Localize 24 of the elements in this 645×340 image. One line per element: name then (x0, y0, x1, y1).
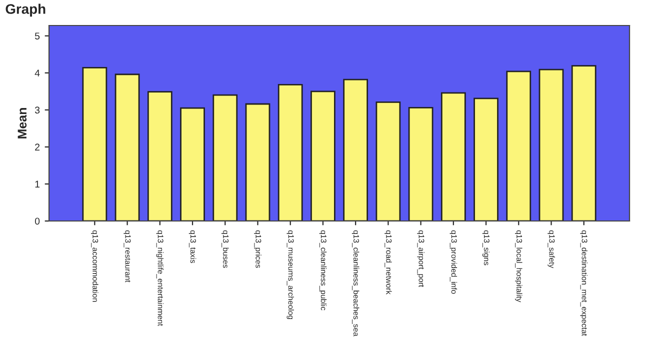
bar (212, 94, 238, 221)
bar (571, 65, 596, 221)
y-axis-title: Mean (18, 108, 27, 138)
bar (506, 70, 532, 221)
y-tick-label: 1 (35, 180, 40, 188)
bar (376, 101, 401, 221)
bar (343, 78, 368, 221)
y-tick-label: 2 (35, 144, 40, 150)
bar (538, 68, 564, 221)
y-tick-label: 5 (34, 32, 40, 40)
chart-title: Graph (6, 4, 46, 17)
bar (147, 91, 172, 221)
bar (114, 74, 140, 221)
bar (440, 92, 466, 221)
y-tick-label: 4 (34, 70, 40, 76)
y-tick-label: 0 (34, 218, 40, 225)
bar (310, 90, 336, 221)
bar (278, 84, 303, 221)
bar (180, 107, 205, 221)
bar (474, 98, 498, 221)
bar (245, 103, 270, 221)
bar (408, 107, 434, 221)
y-tick-label: 3 (34, 106, 40, 114)
bar (82, 67, 108, 221)
